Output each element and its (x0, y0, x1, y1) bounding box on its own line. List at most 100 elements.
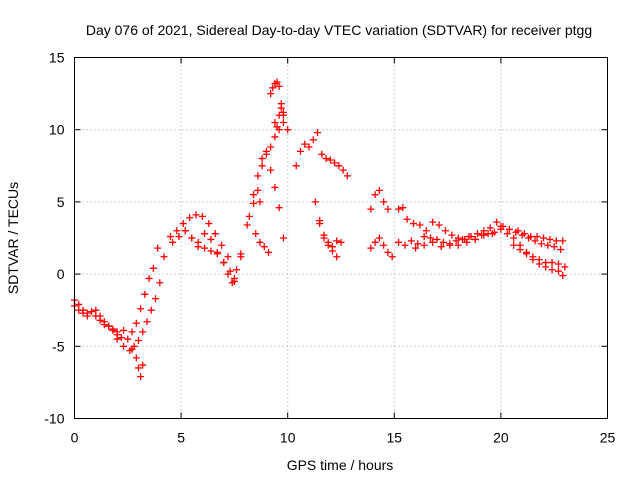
series-sat-n (271, 104, 287, 131)
data-point (554, 260, 562, 268)
data-point (429, 218, 437, 226)
data-point (156, 279, 164, 287)
data-point (275, 111, 283, 119)
data-point (311, 198, 319, 206)
data-point (267, 166, 275, 174)
data-point (486, 224, 494, 232)
data-point (120, 326, 128, 334)
data-point (520, 230, 528, 238)
series-sat-t (395, 204, 565, 254)
data-point (371, 238, 379, 246)
data-point (441, 227, 449, 235)
data-point (79, 309, 87, 317)
y-tick-label: 0 (57, 266, 65, 282)
data-point (407, 237, 415, 245)
data-point (237, 253, 245, 261)
data-point (433, 235, 441, 243)
data-point (322, 155, 330, 163)
data-point (186, 214, 194, 222)
data-point (201, 230, 209, 238)
data-point (318, 150, 326, 158)
data-point (250, 191, 258, 199)
data-point (552, 237, 560, 245)
data-point (109, 325, 117, 333)
data-point (409, 220, 417, 228)
data-point (561, 263, 569, 271)
series-sat-p (311, 198, 341, 261)
data-point (401, 241, 409, 249)
data-point (188, 234, 196, 242)
data-point (429, 238, 437, 246)
data-point (292, 162, 300, 170)
data-point (324, 238, 332, 246)
data-point (211, 230, 219, 238)
data-point (531, 237, 539, 245)
series-sat-j (245, 118, 292, 220)
data-point (201, 244, 209, 252)
data-point (367, 244, 375, 252)
data-point (243, 221, 251, 229)
data-point (194, 238, 202, 246)
data-point (262, 150, 270, 158)
data-point (412, 244, 420, 252)
data-point (113, 328, 121, 336)
series-sat-e (113, 279, 164, 355)
data-point (343, 172, 351, 180)
data-point (269, 84, 277, 92)
series-sat-c (92, 306, 121, 336)
data-point (388, 253, 396, 261)
data-point (139, 361, 147, 369)
data-point (540, 234, 548, 242)
data-point (550, 243, 558, 251)
data-point (557, 246, 565, 254)
y-tick-label: 15 (49, 50, 65, 66)
data-point (256, 198, 264, 206)
data-point (559, 272, 567, 280)
data-point (375, 186, 383, 194)
data-point (284, 126, 292, 134)
x-tick-label: 15 (387, 430, 403, 446)
series-sat-k (254, 150, 287, 242)
data-point (256, 238, 264, 246)
data-point (316, 220, 324, 228)
plot-frame (74, 57, 608, 419)
data-point (124, 335, 132, 343)
data-point (75, 306, 83, 314)
data-point (271, 183, 279, 191)
data-point (130, 342, 138, 350)
y-tick-label: 5 (57, 194, 65, 210)
data-point (544, 241, 552, 249)
data-point (320, 234, 328, 242)
data-point (416, 221, 424, 229)
data-point (224, 253, 232, 261)
data-point (279, 234, 287, 242)
data-point (335, 162, 343, 170)
data-point (83, 312, 91, 320)
x-tick-label: 20 (493, 430, 509, 446)
data-point (207, 247, 215, 255)
data-point (296, 147, 304, 155)
data-point (192, 211, 200, 219)
series-sat-q (316, 220, 345, 251)
series-sat-d (120, 326, 147, 381)
data-point (117, 334, 125, 342)
data-point (275, 82, 283, 90)
data-point (233, 266, 241, 274)
data-points (71, 78, 569, 381)
data-point (548, 266, 556, 274)
data-point (542, 263, 550, 271)
series-sat-i (181, 227, 238, 285)
data-point (245, 212, 253, 220)
grid (74, 57, 608, 419)
data-point (309, 136, 317, 144)
data-point (100, 318, 108, 326)
series-sat-g (160, 198, 264, 282)
data-point (446, 240, 454, 248)
data-point (205, 220, 213, 228)
data-point (220, 259, 228, 267)
data-point (198, 212, 206, 220)
data-point (533, 233, 541, 241)
data-point (137, 305, 145, 313)
data-point (305, 143, 313, 151)
data-point (420, 241, 428, 249)
